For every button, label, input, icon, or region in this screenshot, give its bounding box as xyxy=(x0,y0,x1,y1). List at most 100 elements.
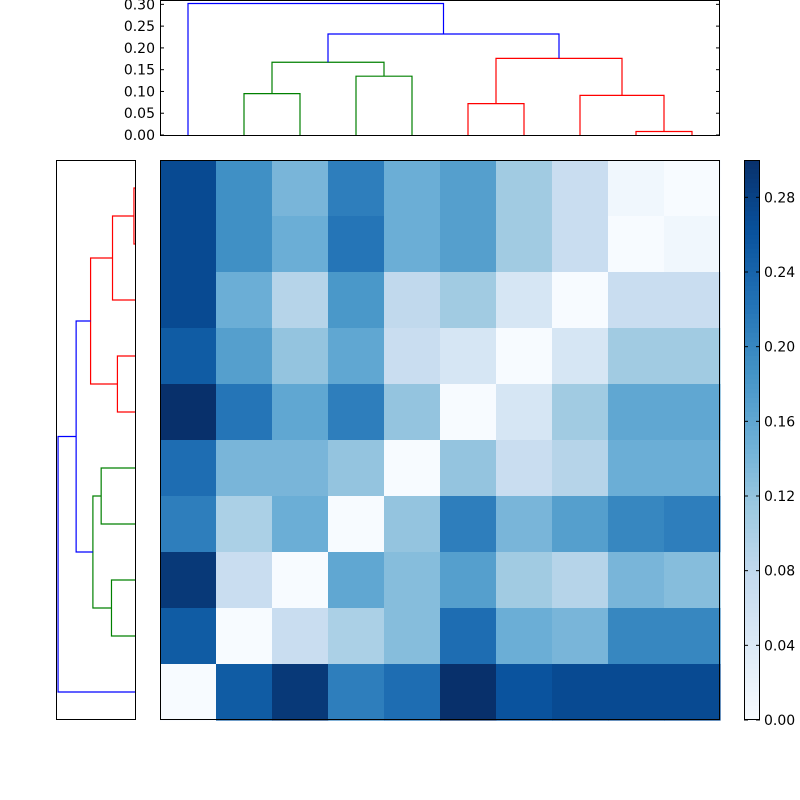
colorbar-gradient-segment xyxy=(744,514,760,520)
colorbar-gradient-segment xyxy=(744,584,760,590)
colorbar-gradient-segment xyxy=(744,216,760,222)
heatmap-cell xyxy=(664,664,721,721)
heatmap-cell xyxy=(552,272,609,329)
heatmap-cell xyxy=(384,272,441,329)
colorbar-gradient-segment xyxy=(744,370,760,376)
heatmap-cell xyxy=(552,664,609,721)
colorbar-gradient-segment xyxy=(744,295,760,301)
colorbar-gradient-segment xyxy=(744,603,760,609)
heatmap-cell xyxy=(496,496,553,553)
heatmap-cell xyxy=(440,608,497,665)
heatmap-cell xyxy=(216,384,273,441)
dendrogram-link xyxy=(57,435,136,693)
heatmap-cell xyxy=(272,272,329,329)
heatmap-cell xyxy=(384,216,441,273)
colorbar-gradient-segment xyxy=(744,640,760,646)
heatmap-cell xyxy=(664,384,721,441)
colorbar-gradient-segment xyxy=(744,468,760,474)
colorbar-gradient-segment xyxy=(744,580,760,586)
colorbar-gradient-segment xyxy=(744,589,760,595)
heatmap-cell xyxy=(384,664,441,721)
heatmap xyxy=(160,160,721,721)
heatmap-cell xyxy=(608,664,665,721)
heatmap-cell xyxy=(160,664,217,721)
heatmap-cell xyxy=(496,664,553,721)
colorbar-gradient-segment xyxy=(744,393,760,399)
heatmap-cell xyxy=(440,552,497,609)
colorbar-gradient-segment xyxy=(744,566,760,572)
colorbar-gradient-segment xyxy=(744,300,760,306)
colorbar-gradient-segment xyxy=(744,701,760,707)
colorbar-gradient-segment xyxy=(744,188,760,194)
heatmap-cell xyxy=(160,384,217,441)
colorbar-gradient-segment xyxy=(744,272,760,278)
heatmap-cell xyxy=(496,440,553,497)
colorbar-gradient-segment xyxy=(744,440,760,446)
colorbar-gradient-segment xyxy=(744,206,760,212)
dendrogram-link xyxy=(271,61,385,94)
heatmap-cell xyxy=(440,216,497,273)
heatmap-cell xyxy=(160,440,217,497)
heatmap-cell xyxy=(552,608,609,665)
heatmap-cell xyxy=(216,272,273,329)
heatmap-cell xyxy=(272,664,329,721)
colorbar-gradient-segment xyxy=(744,314,760,320)
colorbar-tick-label: 0.20 xyxy=(764,340,795,356)
colorbar-gradient-segment xyxy=(744,178,760,184)
colorbar-gradient-segment xyxy=(744,267,760,273)
colorbar-gradient-segment xyxy=(744,328,760,334)
colorbar-gradient-segment xyxy=(744,454,760,460)
heatmap-cell xyxy=(664,608,721,665)
left-dendrogram xyxy=(56,160,136,720)
heatmap-cell xyxy=(272,160,329,217)
heatmap-cell xyxy=(328,384,385,441)
heatmap-cell xyxy=(384,440,441,497)
colorbar-gradient-segment xyxy=(744,318,760,324)
heatmap-cell xyxy=(384,160,441,217)
heatmap-cell xyxy=(552,496,609,553)
dendrogram-link xyxy=(110,579,136,637)
heatmap-cell xyxy=(608,216,665,273)
colorbar-tick-label: 0.28 xyxy=(764,190,795,206)
colorbar-tick-label: 0.04 xyxy=(764,638,795,654)
colorbar-gradient-segment xyxy=(744,556,760,562)
colorbar-gradient-segment xyxy=(744,668,760,674)
colorbar-gradient-segment xyxy=(744,360,760,366)
heatmap-cell xyxy=(664,552,721,609)
heatmap-cell xyxy=(664,160,721,217)
heatmap-cell xyxy=(552,216,609,273)
colorbar-tick-label: 0.12 xyxy=(764,489,795,505)
heatmap-cell xyxy=(328,608,385,665)
heatmap-cell xyxy=(216,328,273,385)
colorbar-gradient-segment xyxy=(744,169,760,175)
y-tick-label: 0.15 xyxy=(124,63,155,79)
dendrogram-link xyxy=(355,75,413,135)
colorbar-gradient-segment xyxy=(744,183,760,189)
heatmap-cell xyxy=(440,440,497,497)
colorbar-gradient-segment xyxy=(744,519,760,525)
heatmap-cell xyxy=(216,440,273,497)
colorbar-gradient-segment xyxy=(744,281,760,287)
heatmap-cell xyxy=(496,552,553,609)
colorbar-gradient-segment xyxy=(744,547,760,553)
colorbar-gradient-segment xyxy=(744,552,760,558)
colorbar-gradient-segment xyxy=(744,594,760,600)
heatmap-cell xyxy=(608,384,665,441)
colorbar-tick-label: 0.16 xyxy=(764,414,795,430)
colorbar-gradient-segment xyxy=(744,202,760,208)
heatmap-cell xyxy=(496,160,553,217)
y-tick-label: 0.25 xyxy=(124,19,155,35)
colorbar-gradient-segment xyxy=(744,379,760,385)
top-dendrogram: 0.00 0.05 0.10 0.15 0.20 0.25 0.30 xyxy=(124,0,720,144)
colorbar-gradient-segment xyxy=(744,608,760,614)
colorbar-gradient-segment xyxy=(744,715,760,721)
colorbar-gradient-segment xyxy=(744,575,760,581)
heatmap-cell xyxy=(440,328,497,385)
colorbar-gradient-segment xyxy=(744,332,760,338)
dendrogram-link xyxy=(579,94,665,135)
heatmap-cell xyxy=(664,440,721,497)
heatmap-cell xyxy=(160,160,217,217)
heatmap-cell xyxy=(328,216,385,273)
colorbar-tick-label: 0.08 xyxy=(764,564,795,580)
